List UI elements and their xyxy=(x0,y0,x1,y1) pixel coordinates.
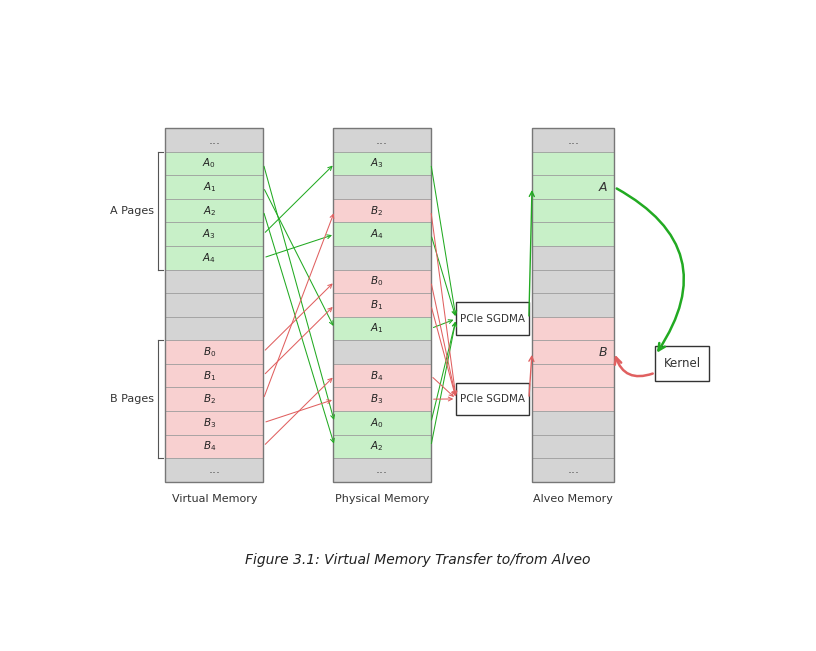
Text: Alveo Memory: Alveo Memory xyxy=(533,494,613,504)
Text: PCIe SGDMA: PCIe SGDMA xyxy=(460,394,525,404)
Bar xyxy=(532,434,614,458)
Bar xyxy=(532,246,614,270)
Bar xyxy=(165,434,264,458)
Bar xyxy=(532,270,614,293)
Text: ...: ... xyxy=(567,133,579,146)
Bar xyxy=(532,293,614,317)
Bar xyxy=(333,246,431,270)
Text: $\mathit{A}_{0}$: $\mathit{A}_{0}$ xyxy=(202,157,216,171)
Text: B Pages: B Pages xyxy=(110,395,154,404)
Text: $\mathit{A}_{1}$: $\mathit{A}_{1}$ xyxy=(202,180,216,194)
Text: $\mathit{A}_{3}$: $\mathit{A}_{3}$ xyxy=(370,157,384,171)
Bar xyxy=(165,411,264,434)
Bar xyxy=(165,199,264,223)
Text: $\mathit{A}_{2}$: $\mathit{A}_{2}$ xyxy=(370,439,384,453)
Text: $\mathit{B}_{0}$: $\mathit{B}_{0}$ xyxy=(370,275,384,288)
Bar xyxy=(532,199,614,223)
Bar xyxy=(333,270,431,293)
Bar xyxy=(532,317,614,340)
Bar xyxy=(532,364,614,387)
Text: $\mathit{A}_{4}$: $\mathit{A}_{4}$ xyxy=(202,251,216,265)
Bar xyxy=(333,128,431,482)
Text: $\mathit{B}_{4}$: $\mathit{B}_{4}$ xyxy=(370,368,384,383)
Bar xyxy=(655,346,709,381)
Text: $\mathit{A}$: $\mathit{A}$ xyxy=(597,180,608,193)
Bar xyxy=(532,387,614,411)
Bar xyxy=(333,152,431,175)
Text: $\mathit{B}_{3}$: $\mathit{B}_{3}$ xyxy=(370,393,384,406)
Text: $\mathit{B}_{3}$: $\mathit{B}_{3}$ xyxy=(202,416,216,430)
Bar xyxy=(333,411,431,434)
Text: $\mathit{B}$: $\mathit{B}$ xyxy=(598,346,608,359)
Bar xyxy=(532,223,614,246)
Bar xyxy=(165,387,264,411)
Text: $\mathit{A}_{2}$: $\mathit{A}_{2}$ xyxy=(202,204,216,217)
Text: $\mathit{A}_{3}$: $\mathit{A}_{3}$ xyxy=(202,227,216,241)
Text: $\mathit{A}_{1}$: $\mathit{A}_{1}$ xyxy=(370,322,384,335)
Bar xyxy=(333,364,431,387)
Bar xyxy=(532,458,614,482)
Bar xyxy=(333,223,431,246)
Bar xyxy=(532,128,614,152)
Text: $\mathit{B}_{2}$: $\mathit{B}_{2}$ xyxy=(370,204,384,217)
Text: $\mathit{B}_{0}$: $\mathit{B}_{0}$ xyxy=(202,345,216,359)
Text: ...: ... xyxy=(567,464,579,477)
Text: $\mathit{A}_{0}$: $\mathit{A}_{0}$ xyxy=(370,416,384,430)
Bar xyxy=(333,387,431,411)
Bar xyxy=(532,128,614,482)
Text: $\mathit{A}_{4}$: $\mathit{A}_{4}$ xyxy=(370,227,384,241)
Bar xyxy=(165,270,264,293)
Text: A Pages: A Pages xyxy=(110,206,154,215)
Bar xyxy=(456,303,529,335)
Text: $\mathit{B}_{4}$: $\mathit{B}_{4}$ xyxy=(202,439,216,453)
Bar xyxy=(165,175,264,199)
Bar xyxy=(333,199,431,223)
Bar xyxy=(333,293,431,317)
Bar xyxy=(532,340,614,364)
Bar xyxy=(333,434,431,458)
Text: $\mathit{B}_{2}$: $\mathit{B}_{2}$ xyxy=(203,393,215,406)
Text: $\mathit{B}_{1}$: $\mathit{B}_{1}$ xyxy=(370,298,384,312)
Bar xyxy=(165,340,264,364)
Bar xyxy=(165,152,264,175)
Bar xyxy=(165,128,264,152)
Text: ...: ... xyxy=(376,464,388,477)
Text: Figure 3.1: Virtual Memory Transfer to/from Alveo: Figure 3.1: Virtual Memory Transfer to/f… xyxy=(246,553,591,567)
Text: Kernel: Kernel xyxy=(663,357,701,370)
Bar xyxy=(333,128,431,152)
Text: ...: ... xyxy=(208,464,220,477)
Bar xyxy=(165,128,264,482)
Bar xyxy=(165,246,264,270)
Bar xyxy=(165,364,264,387)
Text: PCIe SGDMA: PCIe SGDMA xyxy=(460,314,525,324)
Bar xyxy=(532,411,614,434)
Text: $\mathit{B}_{1}$: $\mathit{B}_{1}$ xyxy=(203,368,216,383)
Bar xyxy=(165,458,264,482)
Text: ...: ... xyxy=(376,133,388,146)
Text: Physical Memory: Physical Memory xyxy=(335,494,429,504)
Bar xyxy=(333,458,431,482)
Bar xyxy=(333,175,431,199)
Bar xyxy=(165,223,264,246)
Bar xyxy=(456,383,529,415)
Bar xyxy=(165,293,264,317)
Bar xyxy=(532,175,614,199)
Text: Virtual Memory: Virtual Memory xyxy=(171,494,257,504)
Bar xyxy=(333,340,431,364)
Bar xyxy=(333,317,431,340)
Bar xyxy=(532,152,614,175)
Text: ...: ... xyxy=(208,133,220,146)
Bar xyxy=(165,317,264,340)
